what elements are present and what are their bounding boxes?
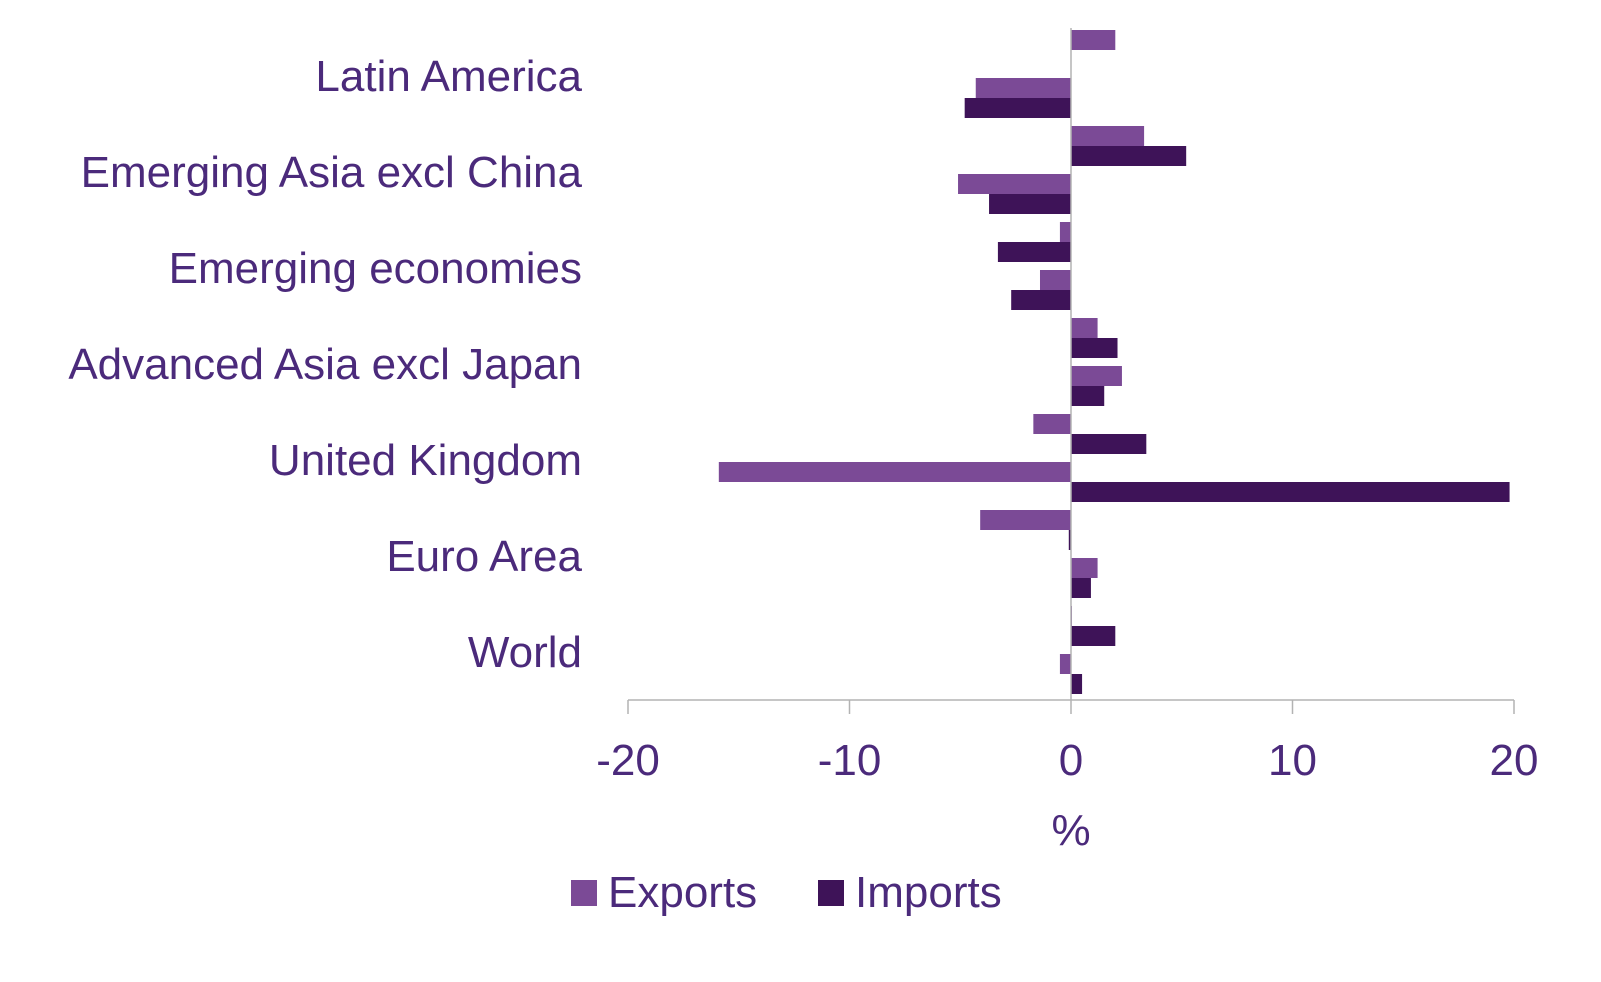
- bar-exports-2-0: [1059, 222, 1071, 242]
- bar-imports-5-0: [1068, 530, 1071, 550]
- bar-exports-4-0: [1033, 414, 1071, 434]
- category-label: World: [468, 628, 582, 677]
- bar-imports-5-1: [1071, 578, 1091, 598]
- bar-exports-1-1: [958, 174, 1071, 194]
- bar-exports-5-0: [980, 510, 1071, 530]
- category-labels-group: Latin America Emerging Asia excl China Eme…: [68, 52, 582, 677]
- bars-group: [718, 30, 1510, 694]
- x-tick-label: 20: [1490, 736, 1539, 785]
- legend: Exports Imports: [571, 868, 1002, 917]
- x-tick-label: 10: [1268, 736, 1317, 785]
- bar-exports-5-1: [1071, 558, 1098, 578]
- bar-imports-2-1: [1011, 290, 1071, 310]
- bar-exports-6-1: [1059, 654, 1071, 674]
- legend-swatch-exports: [571, 880, 597, 906]
- category-label: Advanced Asia excl Japan: [68, 340, 582, 389]
- bar-imports-2-0: [997, 242, 1071, 262]
- category-label: Emerging economies: [169, 244, 582, 293]
- x-axis-title: %: [1051, 806, 1090, 855]
- category-label: Latin America: [315, 52, 582, 101]
- legend-label-imports: Imports: [855, 868, 1002, 917]
- category-label: United Kingdom: [269, 436, 582, 485]
- bar-exports-1-0: [1071, 126, 1145, 146]
- bar-imports-4-1: [1071, 482, 1510, 502]
- bar-imports-1-0: [1071, 146, 1187, 166]
- x-tick-label: 0: [1059, 736, 1083, 785]
- category-label: Euro Area: [386, 532, 582, 581]
- x-tick-label: -20: [596, 736, 660, 785]
- bar-imports-6-0: [1071, 626, 1116, 646]
- legend-label-exports: Exports: [608, 868, 757, 917]
- bar-imports-3-0: [1071, 338, 1118, 358]
- bar-exports-0-1: [975, 78, 1071, 98]
- x-ticks-group: -20 -10 0 10 20: [596, 700, 1538, 785]
- category-label: Emerging Asia excl China: [81, 148, 583, 197]
- bar-imports-3-1: [1071, 386, 1105, 406]
- bar-exports-0-0: [1071, 30, 1116, 50]
- bar-imports-4-0: [1071, 434, 1147, 454]
- bar-exports-2-1: [1039, 270, 1071, 290]
- x-tick-label: -10: [818, 736, 882, 785]
- bar-imports-6-1: [1071, 674, 1083, 694]
- bar-exports-3-1: [1071, 366, 1122, 386]
- bar-exports-4-1: [718, 462, 1071, 482]
- bar-imports-0-1: [964, 98, 1071, 118]
- legend-swatch-imports: [818, 880, 844, 906]
- bar-exports-3-0: [1071, 318, 1098, 338]
- bar-imports-1-1: [989, 194, 1071, 214]
